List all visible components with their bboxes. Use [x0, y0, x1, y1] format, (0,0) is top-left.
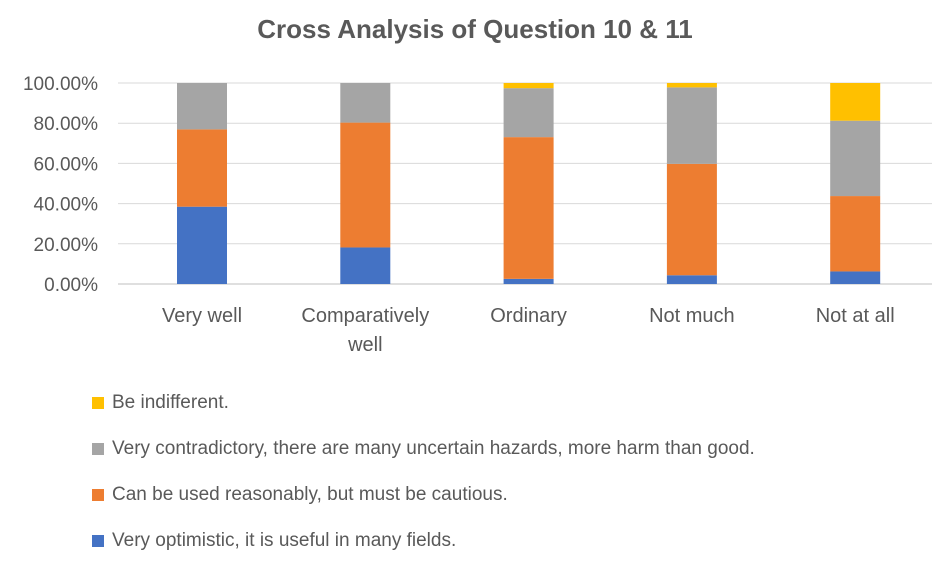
legend-swatch — [92, 489, 104, 501]
bar-segment — [177, 129, 227, 207]
bar-segment — [666, 83, 717, 88]
bar-segment — [666, 87, 717, 164]
bar-segment — [830, 196, 881, 272]
y-tick-label: 100.00% — [23, 74, 98, 95]
x-tick-label: Not at all — [816, 305, 895, 327]
legend-item: Be indifferent. — [92, 380, 755, 426]
legend-label: Be indifferent. — [112, 392, 229, 413]
y-tick-label: 20.00% — [34, 235, 99, 256]
stacked-bar-chart: 0.00% 20.00% 40.00% 60.00% 80.00% 100.00% Ver… — [23, 74, 932, 356]
legend-item: Very contradictory, there are many uncer… — [92, 426, 755, 472]
bar-segment — [340, 83, 391, 123]
bar-segment — [830, 271, 881, 284]
x-tick-label: Comparatively — [301, 305, 429, 327]
bar-segment — [503, 83, 554, 89]
bar-segment — [340, 122, 391, 248]
bar-segment — [340, 247, 391, 284]
chart-title: Cross Analysis of Question 10 & 11 — [257, 14, 693, 44]
y-axis-ticks: 0.00% 20.00% 40.00% 60.00% 80.00% 100.00% — [23, 74, 98, 296]
bar-segment — [177, 206, 227, 284]
x-tick-label: Very well — [162, 305, 242, 327]
legend-swatch — [92, 443, 104, 455]
bars — [177, 83, 881, 284]
x-tick-label: Ordinary — [490, 305, 567, 327]
y-tick-label: 80.00% — [34, 114, 99, 135]
x-tick-label: Not much — [649, 305, 735, 327]
x-tick-label: well — [347, 334, 382, 356]
y-tick-label: 0.00% — [44, 275, 98, 296]
x-axis-labels: Very well Comparatively well Ordinary Not mu… — [162, 305, 895, 356]
legend-label: Very contradictory, there are many uncer… — [112, 438, 755, 459]
y-tick-label: 60.00% — [34, 154, 99, 175]
legend-swatch — [92, 535, 104, 547]
bar-segment — [830, 120, 881, 197]
legend: Be indifferent. Very contradictory, there… — [92, 380, 755, 564]
bar-segment — [666, 163, 717, 276]
bar-segment — [666, 275, 717, 284]
bar-segment — [503, 137, 554, 279]
bar-segment — [177, 83, 227, 130]
bar-segment — [830, 83, 881, 121]
legend-item: Very optimistic, it is useful in many fi… — [92, 518, 755, 564]
legend-label: Very optimistic, it is useful in many fi… — [112, 530, 457, 551]
legend-swatch — [92, 397, 104, 409]
legend-item: Can be used reasonably, but must be caut… — [92, 472, 755, 518]
bar-segment — [503, 278, 554, 284]
legend-label: Can be used reasonably, but must be caut… — [112, 484, 508, 505]
bar-segment — [503, 88, 554, 138]
y-tick-label: 40.00% — [34, 195, 99, 216]
